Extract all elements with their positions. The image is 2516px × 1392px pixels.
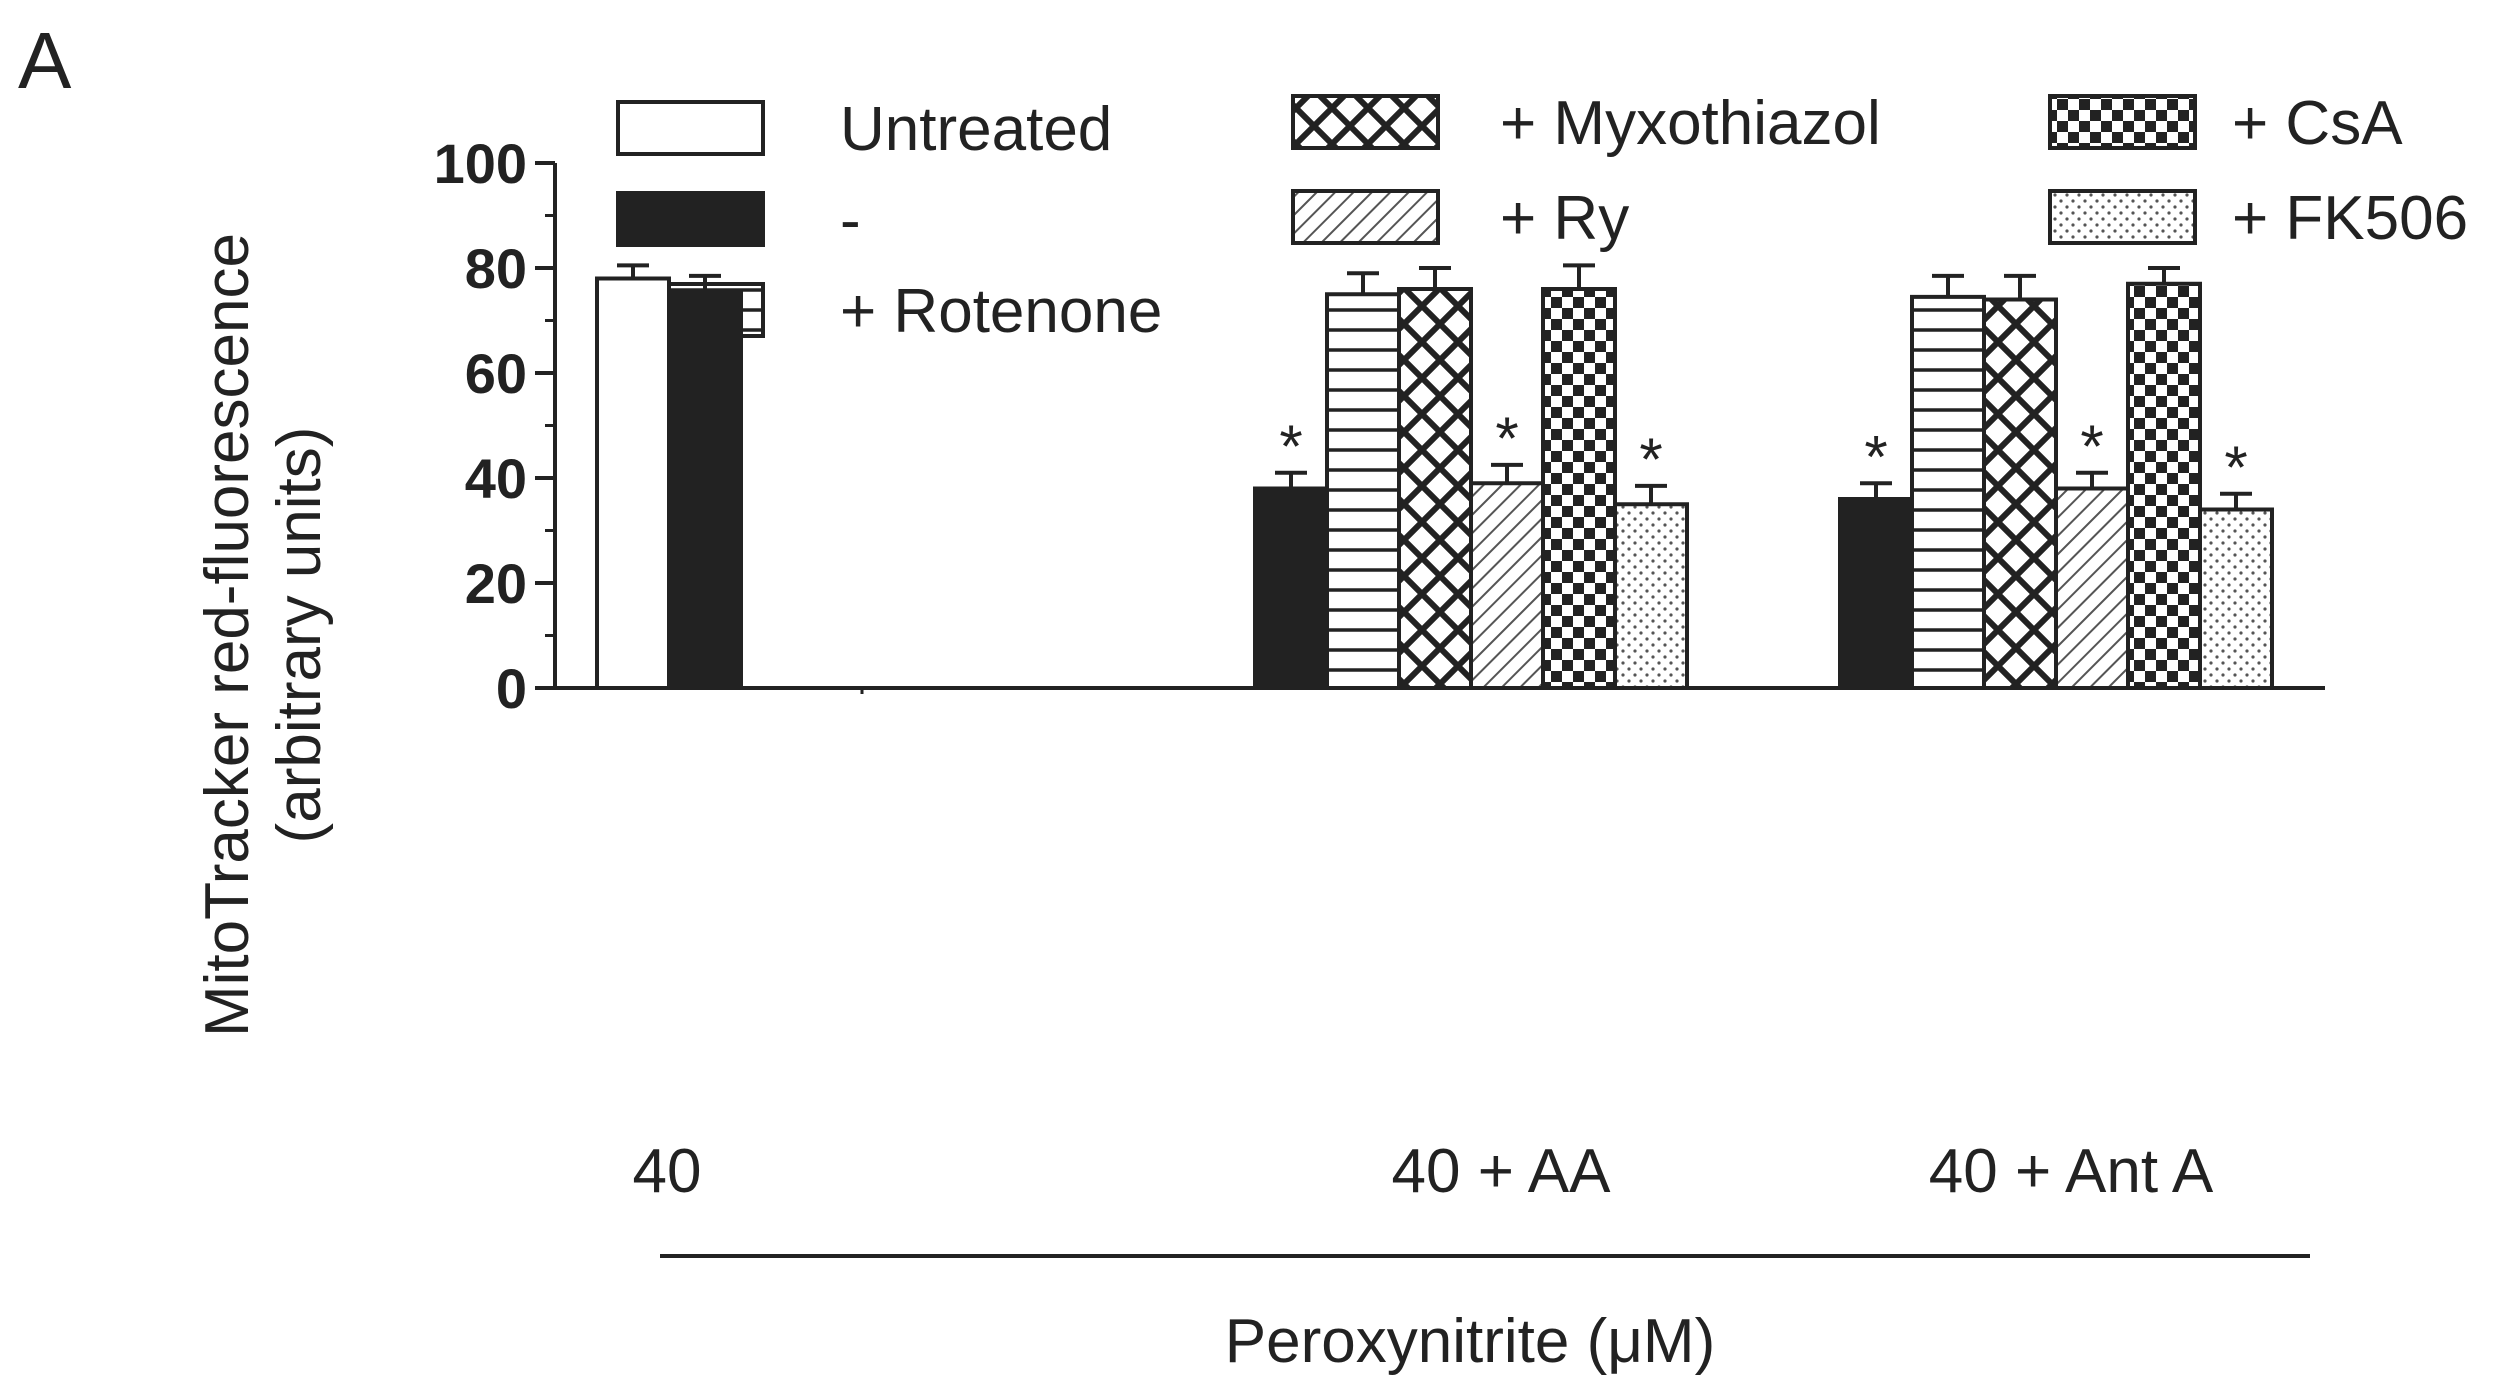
legend-label-myxothiazol: + Myxothiazol <box>1500 89 1881 158</box>
bar-untreated <box>595 276 671 690</box>
bar-csa <box>2126 281 2202 690</box>
legend-label-ry: + Ry <box>1500 184 1629 253</box>
bar-fk506 <box>1613 502 1689 690</box>
bar-fk506 <box>2198 507 2274 690</box>
category-label: 40 + AA <box>1392 1137 1612 1206</box>
bar-ry <box>2054 486 2130 690</box>
bar-csa <box>1541 287 1617 690</box>
legend-swatch-ry <box>1291 189 1440 245</box>
y-tick-label: 80 <box>465 237 527 300</box>
category-label: 40 + Ant A <box>1929 1137 2214 1206</box>
bar-minus <box>667 289 743 690</box>
legend-swatch-fk506 <box>2048 189 2197 245</box>
legend-swatch-minus <box>616 191 765 247</box>
legend-swatch-myxothiazol <box>1291 94 1440 150</box>
y-axis-title-line-2: (arbitrary units) <box>265 427 334 844</box>
y-axis-title: MitoTracker red-fluorescence (arbitrary … <box>193 233 334 1037</box>
bars: * * * * * * <box>595 263 2274 690</box>
legend-swatch-untreated <box>616 100 765 156</box>
y-tick-label: 0 <box>496 657 527 720</box>
legend-label-minus: - <box>840 186 861 255</box>
bar-myxothiazol <box>1397 287 1473 690</box>
x-axis-title: Peroxynitrite (μM) <box>1225 1307 1715 1376</box>
significance-star: * <box>1864 423 1887 490</box>
bar-rotenone <box>1910 294 1986 690</box>
y-tick-label: 60 <box>465 342 527 405</box>
category-label: 40 <box>633 1137 702 1206</box>
y-tick-label: 20 <box>465 552 527 615</box>
significance-star: * <box>2080 413 2103 480</box>
significance-star: * <box>2224 434 2247 501</box>
legend-label-untreated: Untreated <box>840 95 1112 164</box>
y-axis-title-line-1: MitoTracker red-fluorescence <box>193 233 262 1037</box>
panel-label: A <box>18 16 72 105</box>
y-tick-label: 40 <box>465 447 527 510</box>
bar-myxothiazol <box>1982 297 2058 690</box>
significance-star: * <box>1495 405 1518 472</box>
y-tick-label: 100 <box>434 132 527 195</box>
legend-label-fk506: + FK506 <box>2232 184 2468 253</box>
legend-swatch-csa <box>2048 94 2197 150</box>
category-labels: 40 40 + AA 40 + Ant A <box>633 1137 2214 1206</box>
bar-minus <box>1253 486 1329 690</box>
significance-star: * <box>1639 426 1662 493</box>
bar-rotenone <box>1325 292 1401 690</box>
legend-label-rotenone: + Rotenone <box>840 277 1162 346</box>
bar-minus <box>1838 497 1914 690</box>
bar-ry <box>1469 481 1545 690</box>
legend-label-csa: + CsA <box>2232 89 2403 158</box>
significance-star: * <box>1279 413 1302 480</box>
